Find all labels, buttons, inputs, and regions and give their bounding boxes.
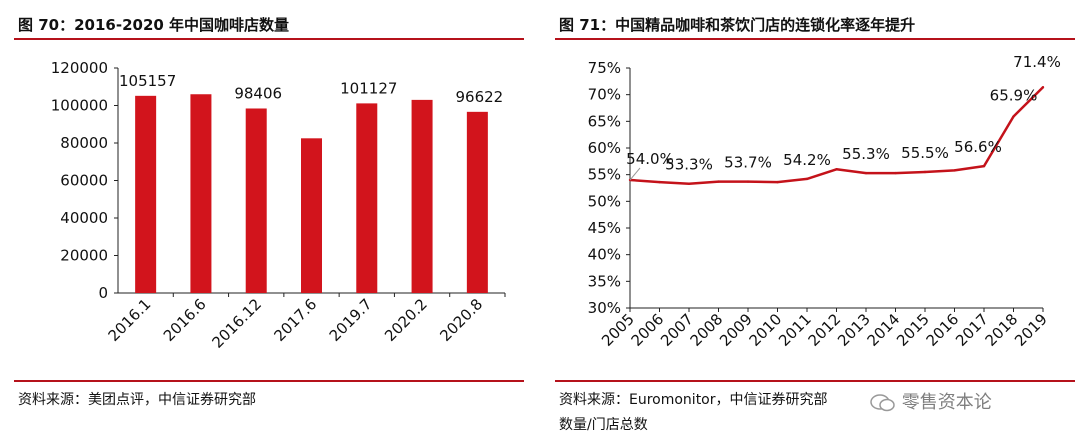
data-point (894, 171, 897, 175)
x-tick-label: 2020.2 (381, 295, 431, 345)
x-tick-label: 2009 (716, 310, 756, 350)
y-tick-label: 40% (588, 246, 621, 264)
line-chart-title: 图 71：中国精品咖啡和茶饮门店的连锁化率逐年提升 (559, 16, 916, 34)
y-tick-label: 65% (588, 112, 621, 130)
line-chart-source: 资料来源：Euromonitor，中信证券研究部 (559, 392, 828, 408)
x-tick-label: 2016.12 (208, 295, 265, 352)
data-label: 65.9% (990, 87, 1038, 105)
bar-chart-source: 资料来源：美团点评，中信证券研究部 (18, 392, 256, 408)
bar (301, 138, 322, 293)
y-tick-label: 100000 (51, 97, 108, 115)
data-label: 101127 (340, 79, 397, 97)
wechat-icon (870, 394, 895, 412)
bar (245, 108, 267, 294)
y-tick-label: 60% (588, 139, 621, 157)
x-tick-label: 2006 (628, 310, 668, 350)
data-label: 54.2% (783, 151, 831, 169)
data-label: 71.4% (1013, 53, 1061, 71)
bar-chart: 0 20000 40000 60000 80000 100000 120000 2016.1 1… (51, 59, 506, 352)
data-point (687, 182, 691, 185)
data-point (1012, 115, 1015, 118)
y-tick-label: 0 (98, 284, 108, 302)
data-point (746, 180, 750, 183)
data-point (864, 171, 868, 175)
data-point (1041, 86, 1045, 89)
x-tick-label: 2012 (805, 310, 845, 350)
data-point (953, 169, 956, 172)
data-label: 105157 (119, 72, 176, 90)
data-label: 98406 (234, 84, 282, 102)
data-label: 96622 (455, 88, 503, 106)
watermark: 零售资本论 (870, 388, 992, 414)
data-label: 55.3% (842, 145, 890, 163)
x-tick-label: 2017.6 (270, 295, 320, 345)
bar (135, 95, 157, 293)
line-chart-panel: 图 71：中国精品咖啡和茶饮门店的连锁化率逐年提升 30% 35% 40% 45% 50… (555, 0, 1080, 445)
x-tick-label: 2018 (982, 310, 1022, 350)
bar (411, 99, 433, 293)
data-point (776, 180, 779, 184)
y-tick-label: 45% (588, 219, 621, 237)
data-point (982, 164, 986, 168)
data-point (717, 180, 720, 183)
x-tick-label: 2016.1 (105, 295, 155, 345)
x-tick-label: 2008 (687, 310, 727, 350)
x-tick-label: 2019 (1011, 310, 1051, 350)
x-tick-label: 2020.8 (436, 295, 486, 345)
line-chart: 30%35%40%45%50%55%60%65%70%75%2005200620… (588, 53, 1061, 350)
data-label: 56.6% (954, 138, 1002, 156)
bar (466, 111, 488, 294)
title-divider (555, 38, 1075, 40)
data-point (805, 177, 809, 181)
y-tick-label: 30% (588, 299, 621, 317)
data-label: 53.3% (665, 156, 713, 174)
y-tick-label: 60000 (60, 172, 108, 190)
data-point (658, 180, 661, 184)
data-label: 53.7% (724, 154, 772, 172)
title-divider (14, 38, 524, 40)
data-point (923, 170, 927, 174)
line-chart-source-continued: 数量/门店总数 (559, 417, 648, 433)
source-divider (555, 380, 1075, 382)
x-tick-label: 2007 (657, 310, 697, 350)
data-point (835, 168, 838, 171)
data-label: 55.5% (901, 144, 949, 162)
bar-chart-title: 图 70：2016-2020 年中国咖啡店数量 (18, 16, 290, 34)
bar (190, 94, 212, 293)
y-tick-label: 35% (588, 272, 621, 290)
y-tick-label: 120000 (51, 59, 108, 77)
x-tick-label: 2010 (746, 310, 786, 350)
data-label: 54.0% (626, 150, 674, 168)
y-tick-label: 80000 (60, 134, 108, 152)
x-tick-label: 2016 (923, 310, 963, 350)
source-divider (14, 380, 524, 382)
bar (356, 103, 378, 293)
x-tick-label: 2013 (834, 310, 874, 350)
y-tick-label: 40000 (60, 209, 108, 227)
watermark-text: 零售资本论 (901, 392, 992, 413)
x-tick-label: 2017 (952, 310, 992, 350)
y-tick-label: 50% (588, 192, 621, 210)
x-tick-label: 2015 (893, 310, 933, 350)
x-tick-label: 2019.7 (326, 295, 376, 345)
y-tick-label: 70% (588, 86, 621, 104)
label-leader-line (629, 167, 641, 181)
y-tick-label: 55% (588, 166, 621, 184)
y-tick-label: 20000 (60, 247, 108, 265)
y-tick-label: 75% (588, 59, 621, 77)
x-tick-label: 2014 (864, 310, 904, 350)
bar-chart-panel: 图 70：2016-2020 年中国咖啡店数量 0 20000 40000 60000… (0, 0, 530, 445)
x-tick-label: 2011 (775, 310, 815, 350)
x-tick-label: 2016.6 (160, 295, 210, 345)
